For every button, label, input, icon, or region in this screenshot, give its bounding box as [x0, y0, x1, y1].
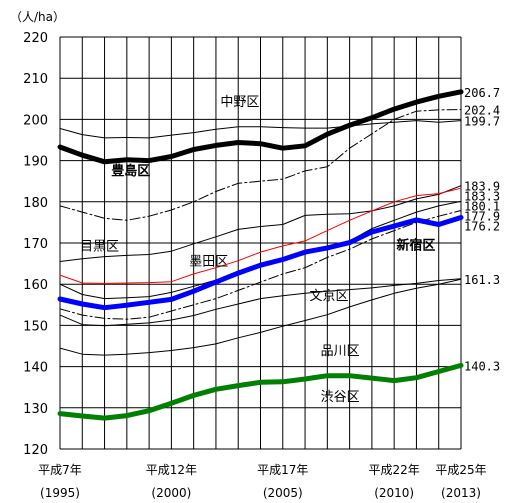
end-value-label: 183.3	[464, 190, 500, 204]
series-line-墨田区	[59, 187, 462, 284]
x-tick-labels: 平成7年 (1995) 平成12年 (2000) 平成17年 (2005) 平成22年 (20…	[38, 463, 486, 500]
end-value-label: 177.9	[464, 210, 500, 224]
y-unit-label: （人/ha）	[10, 10, 65, 24]
ward-label: 品川区	[321, 344, 360, 359]
end-value-label: 176.2	[464, 220, 500, 234]
y-tick-label: 120	[23, 443, 48, 458]
series-line-新宿区	[57, 215, 464, 311]
series-line-豊島区	[57, 89, 464, 165]
y-tick-label: 150	[23, 319, 48, 334]
series-line-中野区	[59, 120, 462, 139]
end-value-label: 202.4	[464, 104, 500, 118]
end-value-label: 199.7	[464, 115, 500, 129]
x-tick-label: 平成12年	[146, 463, 197, 477]
y-tick-label: 130	[23, 402, 48, 417]
series-lines	[57, 89, 464, 421]
end-value-label: 206.7	[464, 86, 500, 100]
x-tick-sublabel: (2005)	[263, 486, 303, 500]
y-tick-label: 210	[23, 72, 48, 87]
x-tick-label: 平成25年	[435, 463, 486, 477]
x-tick-sublabel: (2010)	[374, 486, 414, 500]
x-tick-sublabel: (1995)	[40, 486, 80, 500]
ward-label: 豊島区	[111, 163, 150, 179]
series-line-品川区	[59, 278, 462, 356]
y-tick-label: 140	[23, 361, 48, 376]
end-value-label: 180.1	[464, 200, 500, 214]
x-tick-label: 平成7年	[38, 463, 82, 477]
x-tick-sublabel: (2013)	[441, 486, 481, 500]
ward-label: 新宿区	[396, 238, 435, 254]
y-tick-label: 170	[23, 237, 48, 252]
y-tick-label: 200	[23, 113, 48, 128]
series-line-unlabeled-6	[59, 210, 462, 320]
ward-label: 中野区	[220, 95, 259, 110]
end-value-label: 140.3	[464, 359, 500, 373]
ward-label: 墨田区	[189, 255, 228, 270]
x-tick-sublabel: (2000)	[151, 486, 191, 500]
series-line-渋谷区	[57, 362, 464, 421]
x-tick-label: 平成22年	[369, 463, 420, 477]
series-line-unlabeled-2	[59, 109, 462, 221]
series-line-目黒区	[59, 185, 462, 262]
end-value-label: 183.9	[464, 180, 500, 194]
y-tick-label: 190	[23, 155, 48, 170]
series-line-文京区	[59, 278, 462, 327]
y-tick-label: 220	[23, 31, 48, 46]
ward-label: 文京区	[310, 289, 349, 304]
y-tick-labels: 120 130 140 150 160 170 180 190 200 210 220	[23, 31, 48, 458]
x-tick-label: 平成17年	[257, 463, 308, 477]
y-tick-label: 180	[23, 196, 48, 211]
y-tick-label: 160	[23, 278, 48, 293]
ward-label: 渋谷区	[321, 390, 360, 405]
end-value-label: 161.3	[464, 273, 500, 287]
ward-label: 目黒区	[80, 239, 119, 254]
